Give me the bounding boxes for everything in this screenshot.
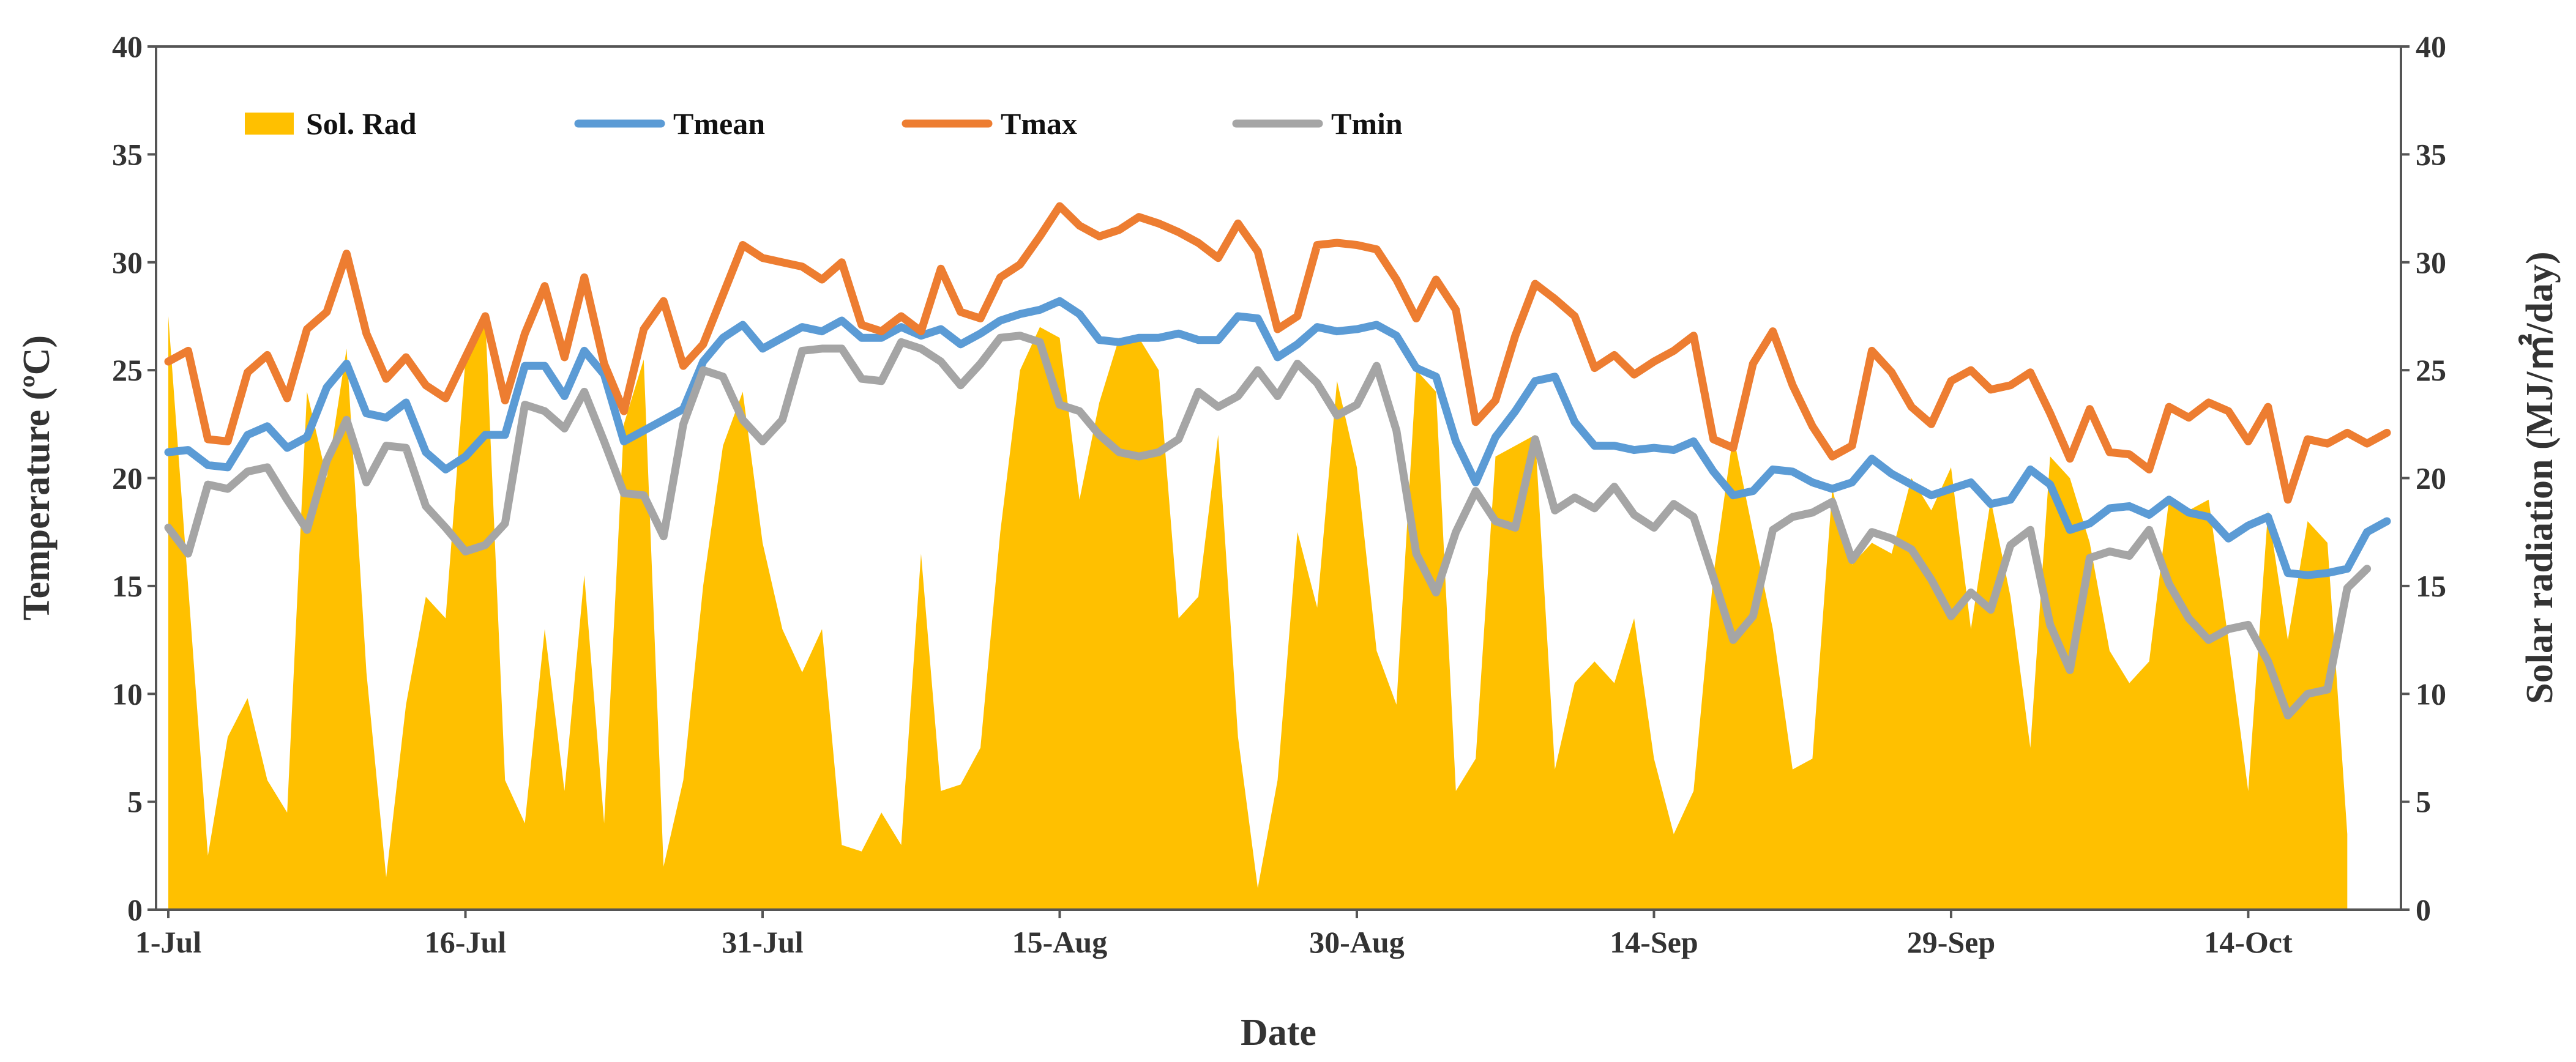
series-area-sol-rad: [168, 316, 2348, 910]
y-axis-title-right: Solar radiation (MJ/㎡/day): [2518, 251, 2561, 704]
y-left-tick-label: 5: [127, 785, 143, 819]
y-left-tick-label: 35: [112, 137, 143, 171]
legend: Sol. Rad Tmean Tmax Tmin: [245, 106, 1403, 141]
series-line-tmean: [164, 297, 2391, 579]
legend-label-sol-rad: Sol. Rad: [306, 106, 417, 141]
y-left-tick-label: 40: [112, 29, 143, 64]
x-tick-label: 31-Jul: [722, 925, 803, 959]
y-right-tick-label: 0: [2416, 893, 2431, 927]
legend-label-tmin: Tmin: [1331, 106, 1403, 141]
y-left-tick-label: 25: [112, 353, 143, 387]
axis-ticks: 0 5 10 15 20 25 30 35 40 0 5 10 15 20 25 30 35 40 1-Jul 16-…: [112, 29, 2446, 959]
y-left-tick-label: 15: [112, 569, 143, 603]
y-left-tick-label: 0: [127, 893, 143, 927]
y-left-tick-label: 10: [112, 677, 143, 711]
y-right-tick-label: 35: [2416, 137, 2446, 171]
x-tick-label: 15-Aug: [1012, 925, 1108, 959]
y-axis-title-left: Temperature (ºC): [16, 335, 58, 620]
plot-series: [164, 202, 2391, 910]
legend-label-tmax: Tmax: [1001, 106, 1077, 141]
x-tick-label: 14-Sep: [1610, 925, 1698, 959]
y-right-tick-label: 30: [2416, 245, 2446, 280]
y-right-tick-label: 40: [2416, 29, 2446, 64]
x-tick-label: 29-Sep: [1907, 925, 1995, 959]
y-right-tick-label: 5: [2416, 785, 2431, 819]
x-axis-title: Date: [1241, 1012, 1316, 1053]
x-tick-label: 14-Oct: [2204, 925, 2293, 959]
y-right-tick-label: 20: [2416, 461, 2446, 496]
x-tick-label: 1-Jul: [135, 925, 201, 959]
y-right-tick-label: 25: [2416, 353, 2446, 387]
y-right-tick-label: 15: [2416, 569, 2446, 603]
legend-label-tmean: Tmean: [673, 106, 765, 141]
series-line-tmax: [164, 202, 2391, 504]
x-tick-label: 16-Jul: [425, 925, 506, 959]
y-left-tick-label: 20: [112, 461, 143, 496]
y-right-tick-label: 10: [2416, 677, 2446, 711]
y-left-tick-label: 30: [112, 245, 143, 280]
legend-swatch-sol-rad: [245, 113, 294, 135]
series-line-tmin: [164, 332, 2372, 719]
x-tick-label: 30-Aug: [1309, 925, 1405, 959]
